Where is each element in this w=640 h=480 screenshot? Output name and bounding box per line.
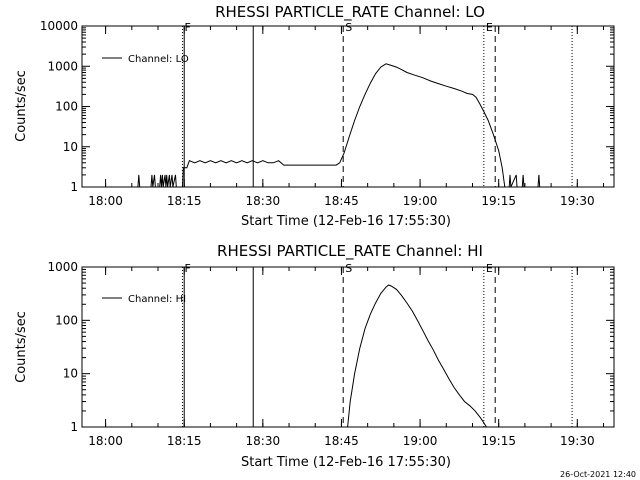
y-tick-label: 10000 xyxy=(40,19,78,33)
y-tick-label: 1000 xyxy=(47,260,78,274)
y-axis-label: Counts/sec xyxy=(14,70,29,142)
plot-frame xyxy=(81,266,615,428)
y-tick-label: 1 xyxy=(70,180,78,194)
x-tick-label: 19:30 xyxy=(560,194,595,208)
x-axis-label: Start Time (12-Feb-16 17:55:30) xyxy=(241,214,451,229)
x-tick-label: 19:00 xyxy=(403,194,438,208)
x-tick-label: 18:00 xyxy=(88,194,123,208)
series-line xyxy=(137,63,541,188)
x-tick-label: 19:15 xyxy=(481,194,516,208)
event-marker-label: F xyxy=(184,262,190,275)
panel-lo: RHESSI PARTICLE_RATE Channel: LO Start T… xyxy=(14,3,615,229)
plot-frame xyxy=(81,25,615,188)
event-marker-label: F xyxy=(184,21,190,34)
y-tick-label: 1 xyxy=(70,420,78,434)
x-tick-label: 19:30 xyxy=(560,434,595,448)
legend-label: Channel: HI xyxy=(128,294,186,305)
event-marker-label: E xyxy=(486,262,493,275)
event-marker-label: E xyxy=(486,21,493,34)
y-tick-label: 10 xyxy=(63,140,78,154)
legend-label: Channel: LO xyxy=(128,54,189,65)
panel-hi: RHESSI PARTICLE_RATE Channel: HI Start T… xyxy=(14,242,615,470)
y-tick-label: 100 xyxy=(55,100,78,114)
timestamp: 26-Oct-2021 12:40 xyxy=(560,470,636,479)
x-tick-label: 18:45 xyxy=(324,434,359,448)
event-marker-label: S xyxy=(345,262,352,275)
x-tick-label: 18:00 xyxy=(88,434,123,448)
x-tick-label: 18:15 xyxy=(167,434,202,448)
chart-title: RHESSI PARTICLE_RATE Channel: LO xyxy=(215,3,485,22)
y-tick-label: 100 xyxy=(55,313,78,327)
x-tick-label: 18:30 xyxy=(246,434,281,448)
y-tick-label: 1000 xyxy=(47,59,78,73)
x-tick-label: 19:15 xyxy=(481,434,516,448)
x-tick-label: 19:00 xyxy=(403,434,438,448)
event-marker-label: S xyxy=(345,21,352,34)
y-tick-label: 10 xyxy=(63,367,78,381)
chart-title: RHESSI PARTICLE_RATE Channel: HI xyxy=(217,242,483,261)
x-tick-label: 18:15 xyxy=(167,194,202,208)
series-line xyxy=(347,284,487,428)
x-tick-label: 18:30 xyxy=(246,194,281,208)
x-axis-label: Start Time (12-Feb-16 17:55:30) xyxy=(241,455,451,470)
x-tick-label: 18:45 xyxy=(324,194,359,208)
y-axis-label: Counts/sec xyxy=(14,311,29,383)
